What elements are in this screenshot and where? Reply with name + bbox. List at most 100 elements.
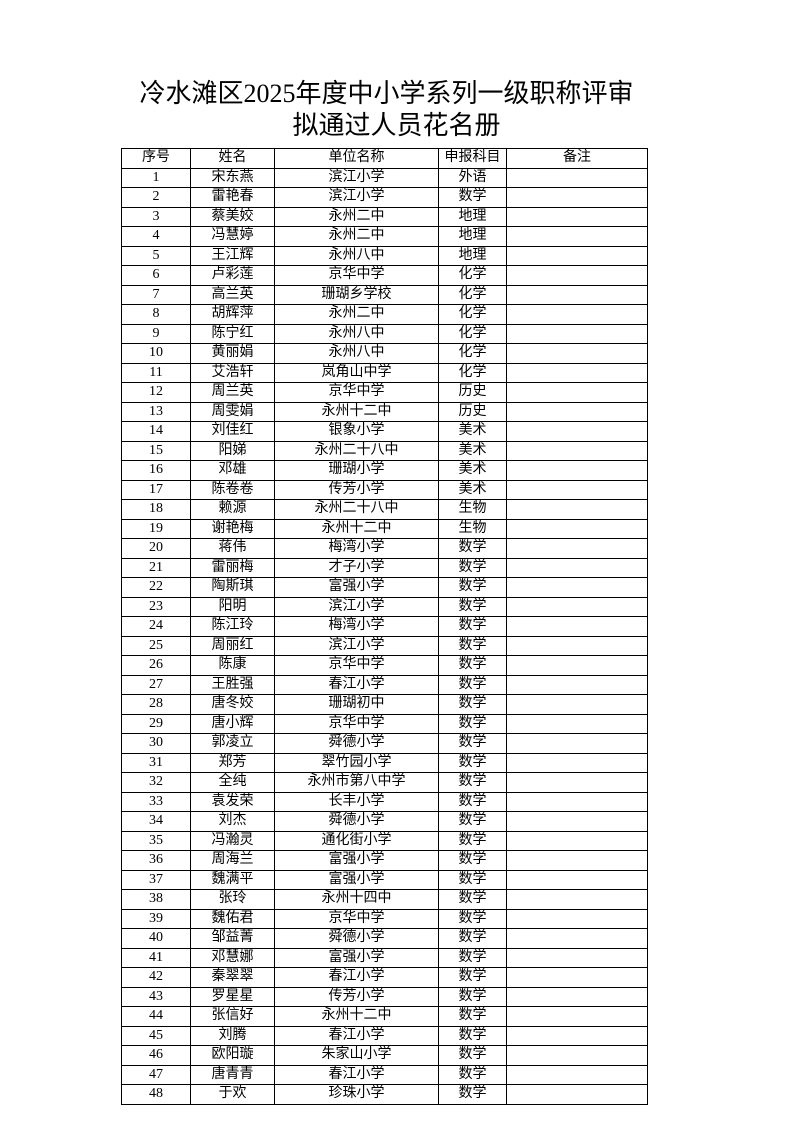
table-row: 30 郭凌立 舜德小学 数学 [121,733,648,754]
cell-subject: 数学 [438,538,507,559]
cell-remarks [506,460,648,481]
cell-name: 秦翠翠 [190,967,275,988]
cell-unit: 春江小学 [274,1064,439,1085]
cell-unit: 春江小学 [274,967,439,988]
table-row: 14 刘佳红 银象小学 美术 [121,421,648,442]
cell-unit: 长丰小学 [274,791,439,812]
cell-remarks [506,596,648,617]
table-row: 40 邹益菁 舜德小学 数学 [121,928,648,949]
cell-name: 刘佳红 [190,421,275,442]
cell-subject: 数学 [438,967,507,988]
cell-index: 28 [121,694,191,715]
cell-index: 7 [121,284,191,305]
cell-name: 陈宁红 [190,323,275,344]
cell-index: 16 [121,460,191,481]
cell-index: 3 [121,206,191,227]
cell-unit: 珍珠小学 [274,1084,439,1105]
cell-subject: 生物 [438,518,507,539]
roster-table: 序号 姓名 单位名称 申报科目 备注 1 宋东燕 滨江小学 外语 2 雷艳春 滨江小学 数学 3… [121,148,648,1105]
cell-subject: 化学 [438,343,507,364]
cell-unit: 永州八中 [274,323,439,344]
cell-unit: 岚角山中学 [274,362,439,383]
table-row: 2 雷艳春 滨江小学 数学 [121,187,648,208]
cell-name: 邹益菁 [190,928,275,949]
cell-subject: 数学 [438,577,507,598]
cell-name: 于欢 [190,1084,275,1105]
cell-name: 唐小辉 [190,713,275,734]
cell-subject: 生物 [438,499,507,520]
table-row: 9 陈宁红 永州八中 化学 [121,323,648,344]
table-row: 5 王江辉 永州八中 地理 [121,245,648,266]
cell-unit: 才子小学 [274,557,439,578]
cell-name: 周兰英 [190,382,275,403]
cell-name: 张信好 [190,1006,275,1027]
cell-name: 谢艳梅 [190,518,275,539]
cell-index: 9 [121,323,191,344]
cell-subject: 数学 [438,986,507,1007]
cell-subject: 数学 [438,1084,507,1105]
cell-remarks [506,811,648,832]
cell-unit: 永州二十八中 [274,440,439,461]
cell-subject: 数学 [438,655,507,676]
cell-unit: 舜德小学 [274,811,439,832]
cell-unit: 珊瑚初中 [274,694,439,715]
table-row: 21 雷丽梅 才子小学 数学 [121,557,648,578]
cell-remarks [506,557,648,578]
cell-remarks [506,674,648,695]
cell-subject: 数学 [438,713,507,734]
cell-subject: 化学 [438,304,507,325]
cell-index: 33 [121,791,191,812]
table-row: 12 周兰英 京华中学 历史 [121,382,648,403]
cell-index: 20 [121,538,191,559]
cell-name: 高兰英 [190,284,275,305]
cell-unit: 永州二中 [274,206,439,227]
cell-index: 40 [121,928,191,949]
table-row: 10 黄丽娟 永州八中 化学 [121,343,648,364]
cell-remarks [506,479,648,500]
cell-name: 陈江玲 [190,616,275,637]
cell-unit: 永州八中 [274,245,439,266]
cell-unit: 滨江小学 [274,187,439,208]
cell-remarks [506,343,648,364]
cell-unit: 珊瑚小学 [274,460,439,481]
cell-index: 14 [121,421,191,442]
cell-unit: 朱家山小学 [274,1045,439,1066]
cell-index: 32 [121,772,191,793]
cell-index: 13 [121,401,191,422]
cell-name: 雷丽梅 [190,557,275,578]
cell-subject: 数学 [438,772,507,793]
table-row: 37 魏满平 富强小学 数学 [121,869,648,890]
cell-name: 宋东燕 [190,167,275,188]
cell-remarks [506,713,648,734]
cell-unit: 银象小学 [274,421,439,442]
cell-name: 王江辉 [190,245,275,266]
cell-name: 刘腾 [190,1025,275,1046]
cell-unit: 通化街小学 [274,830,439,851]
cell-subject: 美术 [438,440,507,461]
cell-name: 冯慧婷 [190,226,275,247]
cell-index: 18 [121,499,191,520]
cell-unit: 翠竹园小学 [274,752,439,773]
cell-index: 36 [121,850,191,871]
cell-index: 5 [121,245,191,266]
table-row: 35 冯瀚灵 通化街小学 数学 [121,830,648,851]
cell-unit: 富强小学 [274,947,439,968]
cell-remarks [506,850,648,871]
cell-unit: 永州十二中 [274,401,439,422]
cell-remarks [506,616,648,637]
cell-name: 袁发荣 [190,791,275,812]
cell-subject: 数学 [438,635,507,656]
table-row: 46 欧阳璇 朱家山小学 数学 [121,1045,648,1066]
cell-name: 郑芳 [190,752,275,773]
cell-subject: 数学 [438,947,507,968]
cell-unit: 京华中学 [274,655,439,676]
header-remarks: 备注 [506,148,648,169]
cell-subject: 历史 [438,382,507,403]
cell-subject: 地理 [438,245,507,266]
cell-index: 30 [121,733,191,754]
cell-index: 21 [121,557,191,578]
document-title: 冷水滩区2025年度中小学系列一级职称评审 [139,79,634,108]
cell-index: 19 [121,518,191,539]
cell-remarks [506,869,648,890]
cell-remarks [506,830,648,851]
